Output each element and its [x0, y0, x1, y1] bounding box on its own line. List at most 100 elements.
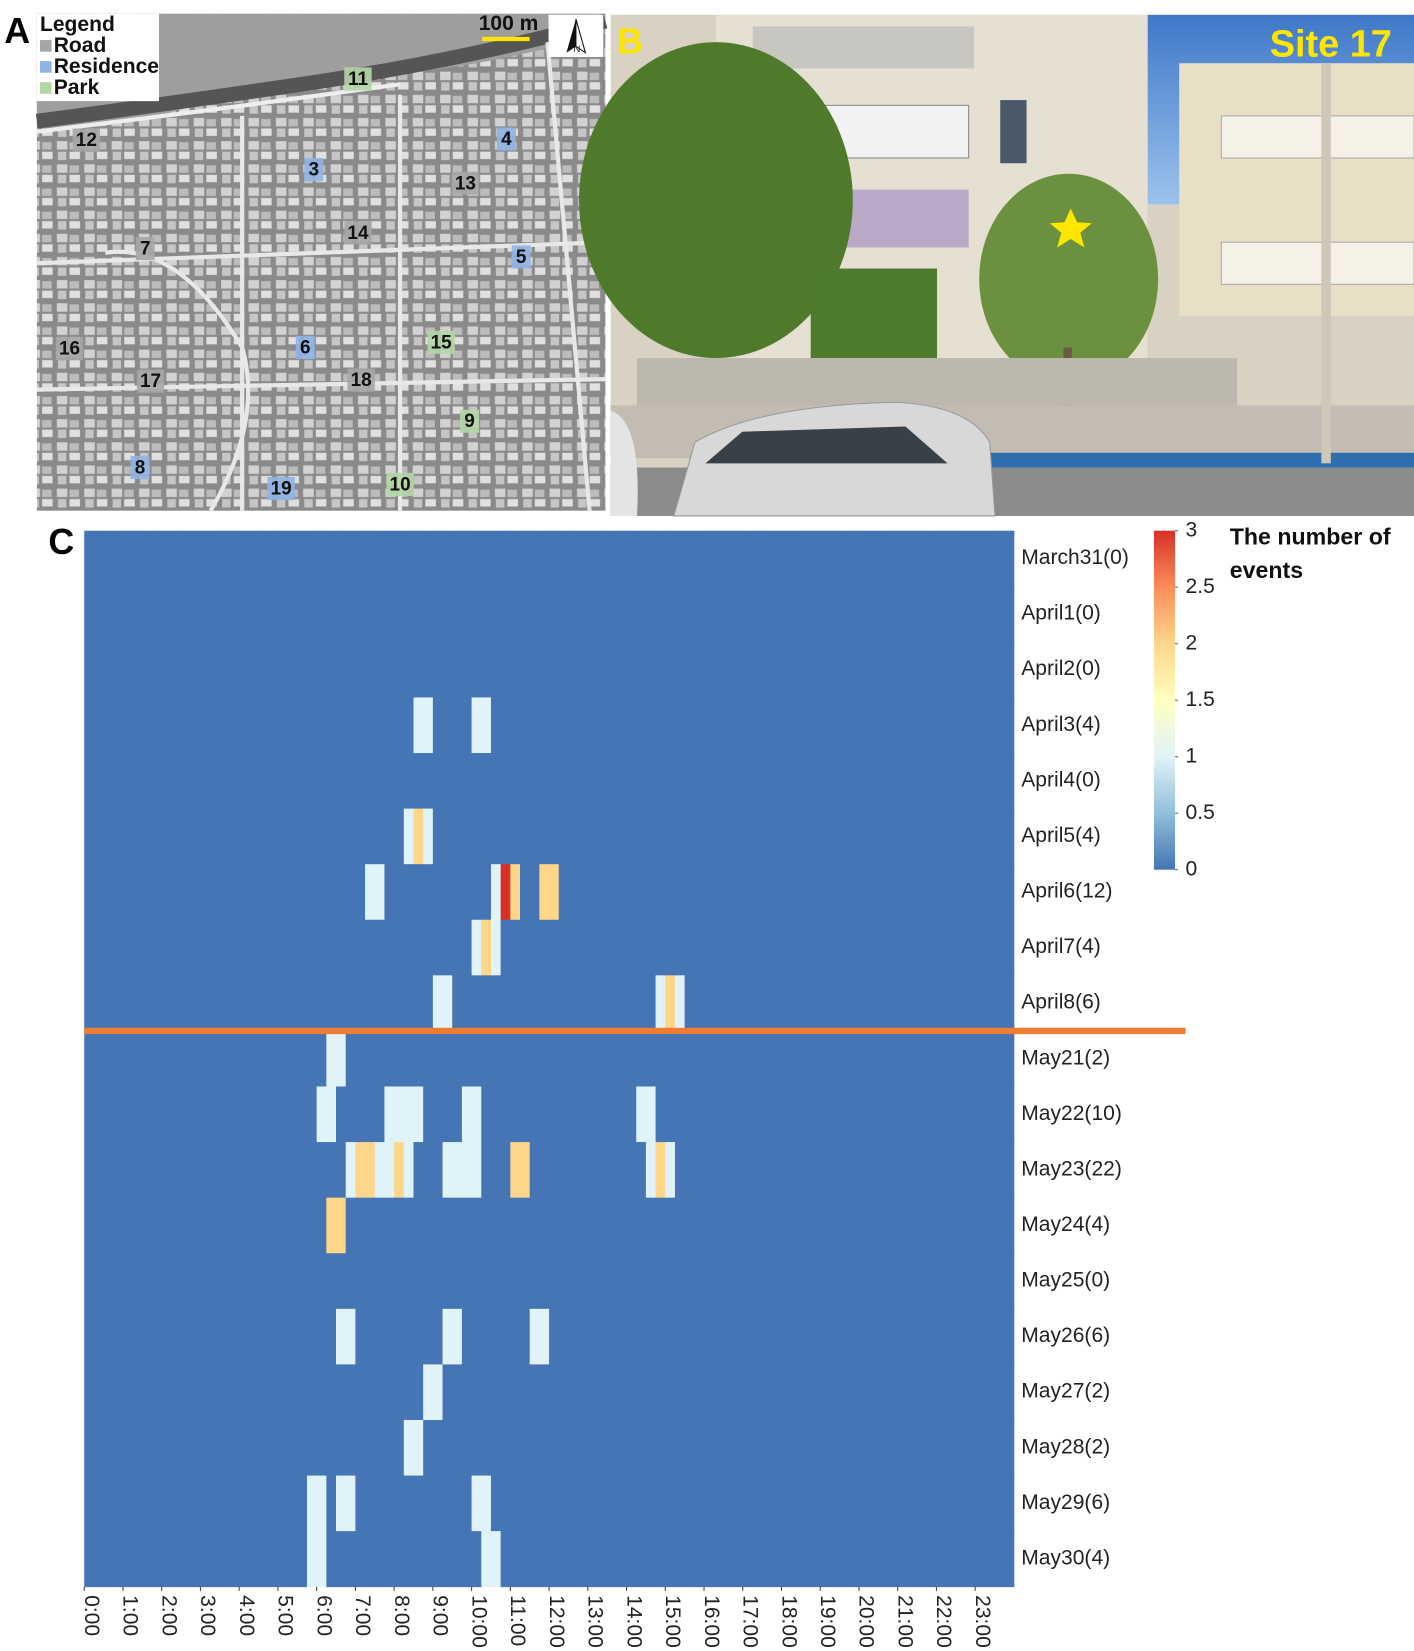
heat-cell [326, 1253, 337, 1310]
site-title: Site 17 [1270, 23, 1392, 65]
heat-cell [684, 1086, 695, 1143]
heat-cell [568, 1030, 579, 1087]
heat-cell [878, 1531, 889, 1588]
heat-cell [93, 1197, 105, 1254]
heat-cell [742, 1531, 753, 1588]
heat-cell [549, 864, 560, 921]
heat-cell [762, 697, 773, 754]
heat-cell [432, 1475, 443, 1532]
heat-cell [984, 1419, 995, 1476]
heat-cell [374, 1197, 385, 1254]
heat-cell [829, 1030, 841, 1087]
heat-cell [93, 586, 105, 643]
heat-cell [219, 1308, 230, 1365]
heat-cell [616, 1419, 627, 1476]
heat-cell [897, 1475, 908, 1532]
heat-cell [529, 1364, 540, 1421]
heat-cell [520, 1364, 531, 1421]
heat-cell [529, 586, 540, 643]
heat-cell [674, 1531, 686, 1588]
heat-cell [345, 1308, 356, 1365]
heat-cell [142, 641, 153, 698]
heat-cell [762, 1086, 773, 1143]
site-marker [72, 128, 101, 152]
heat-cell [442, 641, 453, 698]
heat-cell [219, 975, 230, 1032]
heat-cell [471, 530, 482, 587]
heat-cell [161, 1030, 172, 1087]
heat-cell [684, 753, 695, 810]
heat-cell [839, 808, 850, 865]
heat-cell [984, 530, 995, 587]
heat-cell [210, 808, 221, 865]
heat-cell [287, 1197, 298, 1254]
heat-cell [694, 753, 705, 810]
heat-cell [229, 1086, 240, 1143]
heat-cell [297, 1253, 308, 1310]
heat-cell [800, 808, 811, 865]
heat-cell [539, 1197, 550, 1254]
heat-cell [946, 1419, 957, 1476]
heat-cell [800, 1030, 811, 1087]
heat-cell [365, 864, 376, 921]
heat-cell [771, 1086, 782, 1143]
heat-cell [268, 1308, 279, 1365]
heat-cell [984, 641, 995, 698]
heat-cell [258, 586, 269, 643]
heat-cell [403, 1086, 414, 1143]
heat-cell [800, 864, 811, 921]
heat-cell [374, 1253, 385, 1310]
heat-cell [800, 586, 811, 643]
row-label: May23(22) [1021, 1157, 1122, 1180]
heat-cell [432, 1253, 443, 1310]
heat-cell [578, 864, 589, 921]
heat-cell [655, 753, 666, 810]
heat-cell [684, 1142, 695, 1199]
heat-cell [616, 641, 627, 698]
heat-cell [868, 530, 879, 587]
heat-cell [665, 864, 676, 921]
heat-cell [858, 1086, 870, 1143]
heat-cell [713, 1475, 724, 1532]
heat-cell [345, 1419, 356, 1476]
heat-cell [423, 1364, 434, 1421]
heat-cell [500, 753, 511, 810]
heat-cell [452, 1364, 463, 1421]
north-arrow [575, 18, 587, 54]
heat-cell [132, 753, 143, 810]
photo-hedge [810, 268, 938, 369]
heat-cell [655, 586, 666, 643]
heat-cell [645, 1364, 657, 1421]
heat-cell [762, 1030, 773, 1087]
heat-cell [752, 586, 763, 643]
heat-cell [800, 530, 811, 587]
heat-cell [665, 586, 676, 643]
heat-cell [926, 1531, 937, 1588]
heat-cell [578, 1475, 589, 1532]
heat-cell [103, 1197, 114, 1254]
heat-cell [413, 1419, 424, 1476]
heat-cell [442, 1142, 453, 1199]
heat-cell [287, 1531, 298, 1588]
heat-cell [423, 1086, 434, 1143]
heat-cell [103, 1531, 114, 1588]
heat-cell [752, 808, 763, 865]
photo-tree [579, 42, 853, 359]
heat-cell [365, 1419, 376, 1476]
heat-cell [539, 586, 550, 643]
heat-cell [626, 1253, 637, 1310]
heat-cell [752, 864, 763, 921]
heat-cell [587, 1030, 598, 1087]
heat-cell [781, 530, 792, 587]
heat-cell [810, 697, 821, 754]
heat-cell [587, 1308, 598, 1365]
heat-cell [829, 1197, 841, 1254]
heat-cell [287, 697, 298, 754]
heat-cell [665, 697, 676, 754]
heat-cell [210, 586, 221, 643]
heat-cell [762, 1364, 773, 1421]
heat-cell [1004, 1253, 1015, 1310]
heat-cell [461, 1475, 473, 1532]
heat-cell [219, 919, 230, 976]
